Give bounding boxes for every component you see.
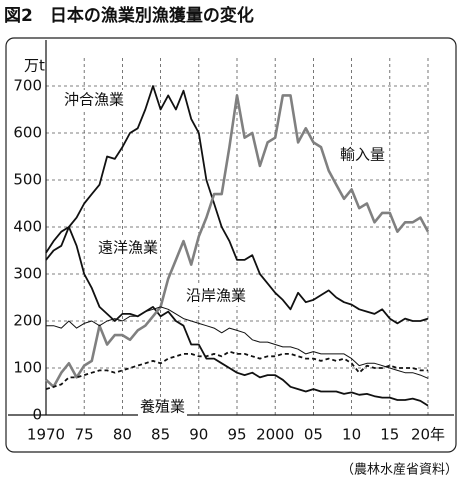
label-bg <box>62 90 127 110</box>
y-tick-label: 200 <box>13 312 42 330</box>
y-unit: 万t <box>24 57 45 75</box>
series-label: 輸入量 <box>340 146 385 164</box>
y-tick-label: 700 <box>13 77 42 95</box>
series-label: 養殖業 <box>140 398 185 416</box>
series-line <box>46 306 429 379</box>
label-bg <box>138 397 188 417</box>
y-tick-label: 500 <box>13 171 42 189</box>
series-label: 沖合漁業 <box>64 91 124 109</box>
label-bg <box>338 145 388 165</box>
x-tick-label: 95 <box>227 426 246 444</box>
x-tick-label: 85 <box>151 426 170 444</box>
source: （農林水産省資料） <box>341 462 458 478</box>
series-line <box>45 94 430 389</box>
y-tick-label: 600 <box>13 124 42 142</box>
y-tick-label: 400 <box>13 218 42 236</box>
x-tick-label: 90 <box>189 426 208 444</box>
label-bg <box>184 286 249 306</box>
frame <box>5 37 457 453</box>
series-label: 遠洋漁業 <box>98 239 158 257</box>
series-line <box>45 85 429 325</box>
x-tick-label: 2000 <box>256 426 294 444</box>
x-tick-label: 1970 <box>27 426 65 444</box>
x-tick-label: 15 <box>380 426 399 444</box>
x-tick-label: 10 <box>342 426 361 444</box>
x-tick-label: 80 <box>113 426 132 444</box>
y-tick-label: 300 <box>13 265 42 283</box>
chart-title: 図2 日本の漁業別漁獲量の変化 <box>4 5 254 26</box>
x-tick-label: 75 <box>75 426 94 444</box>
x-tick-label: 20年 <box>411 426 445 444</box>
label-bg <box>96 238 161 258</box>
x-tick-label: 05 <box>304 426 323 444</box>
y-tick-label: 100 <box>13 359 42 377</box>
series-line <box>45 226 429 407</box>
series-label: 沿岸漁業 <box>186 287 246 305</box>
